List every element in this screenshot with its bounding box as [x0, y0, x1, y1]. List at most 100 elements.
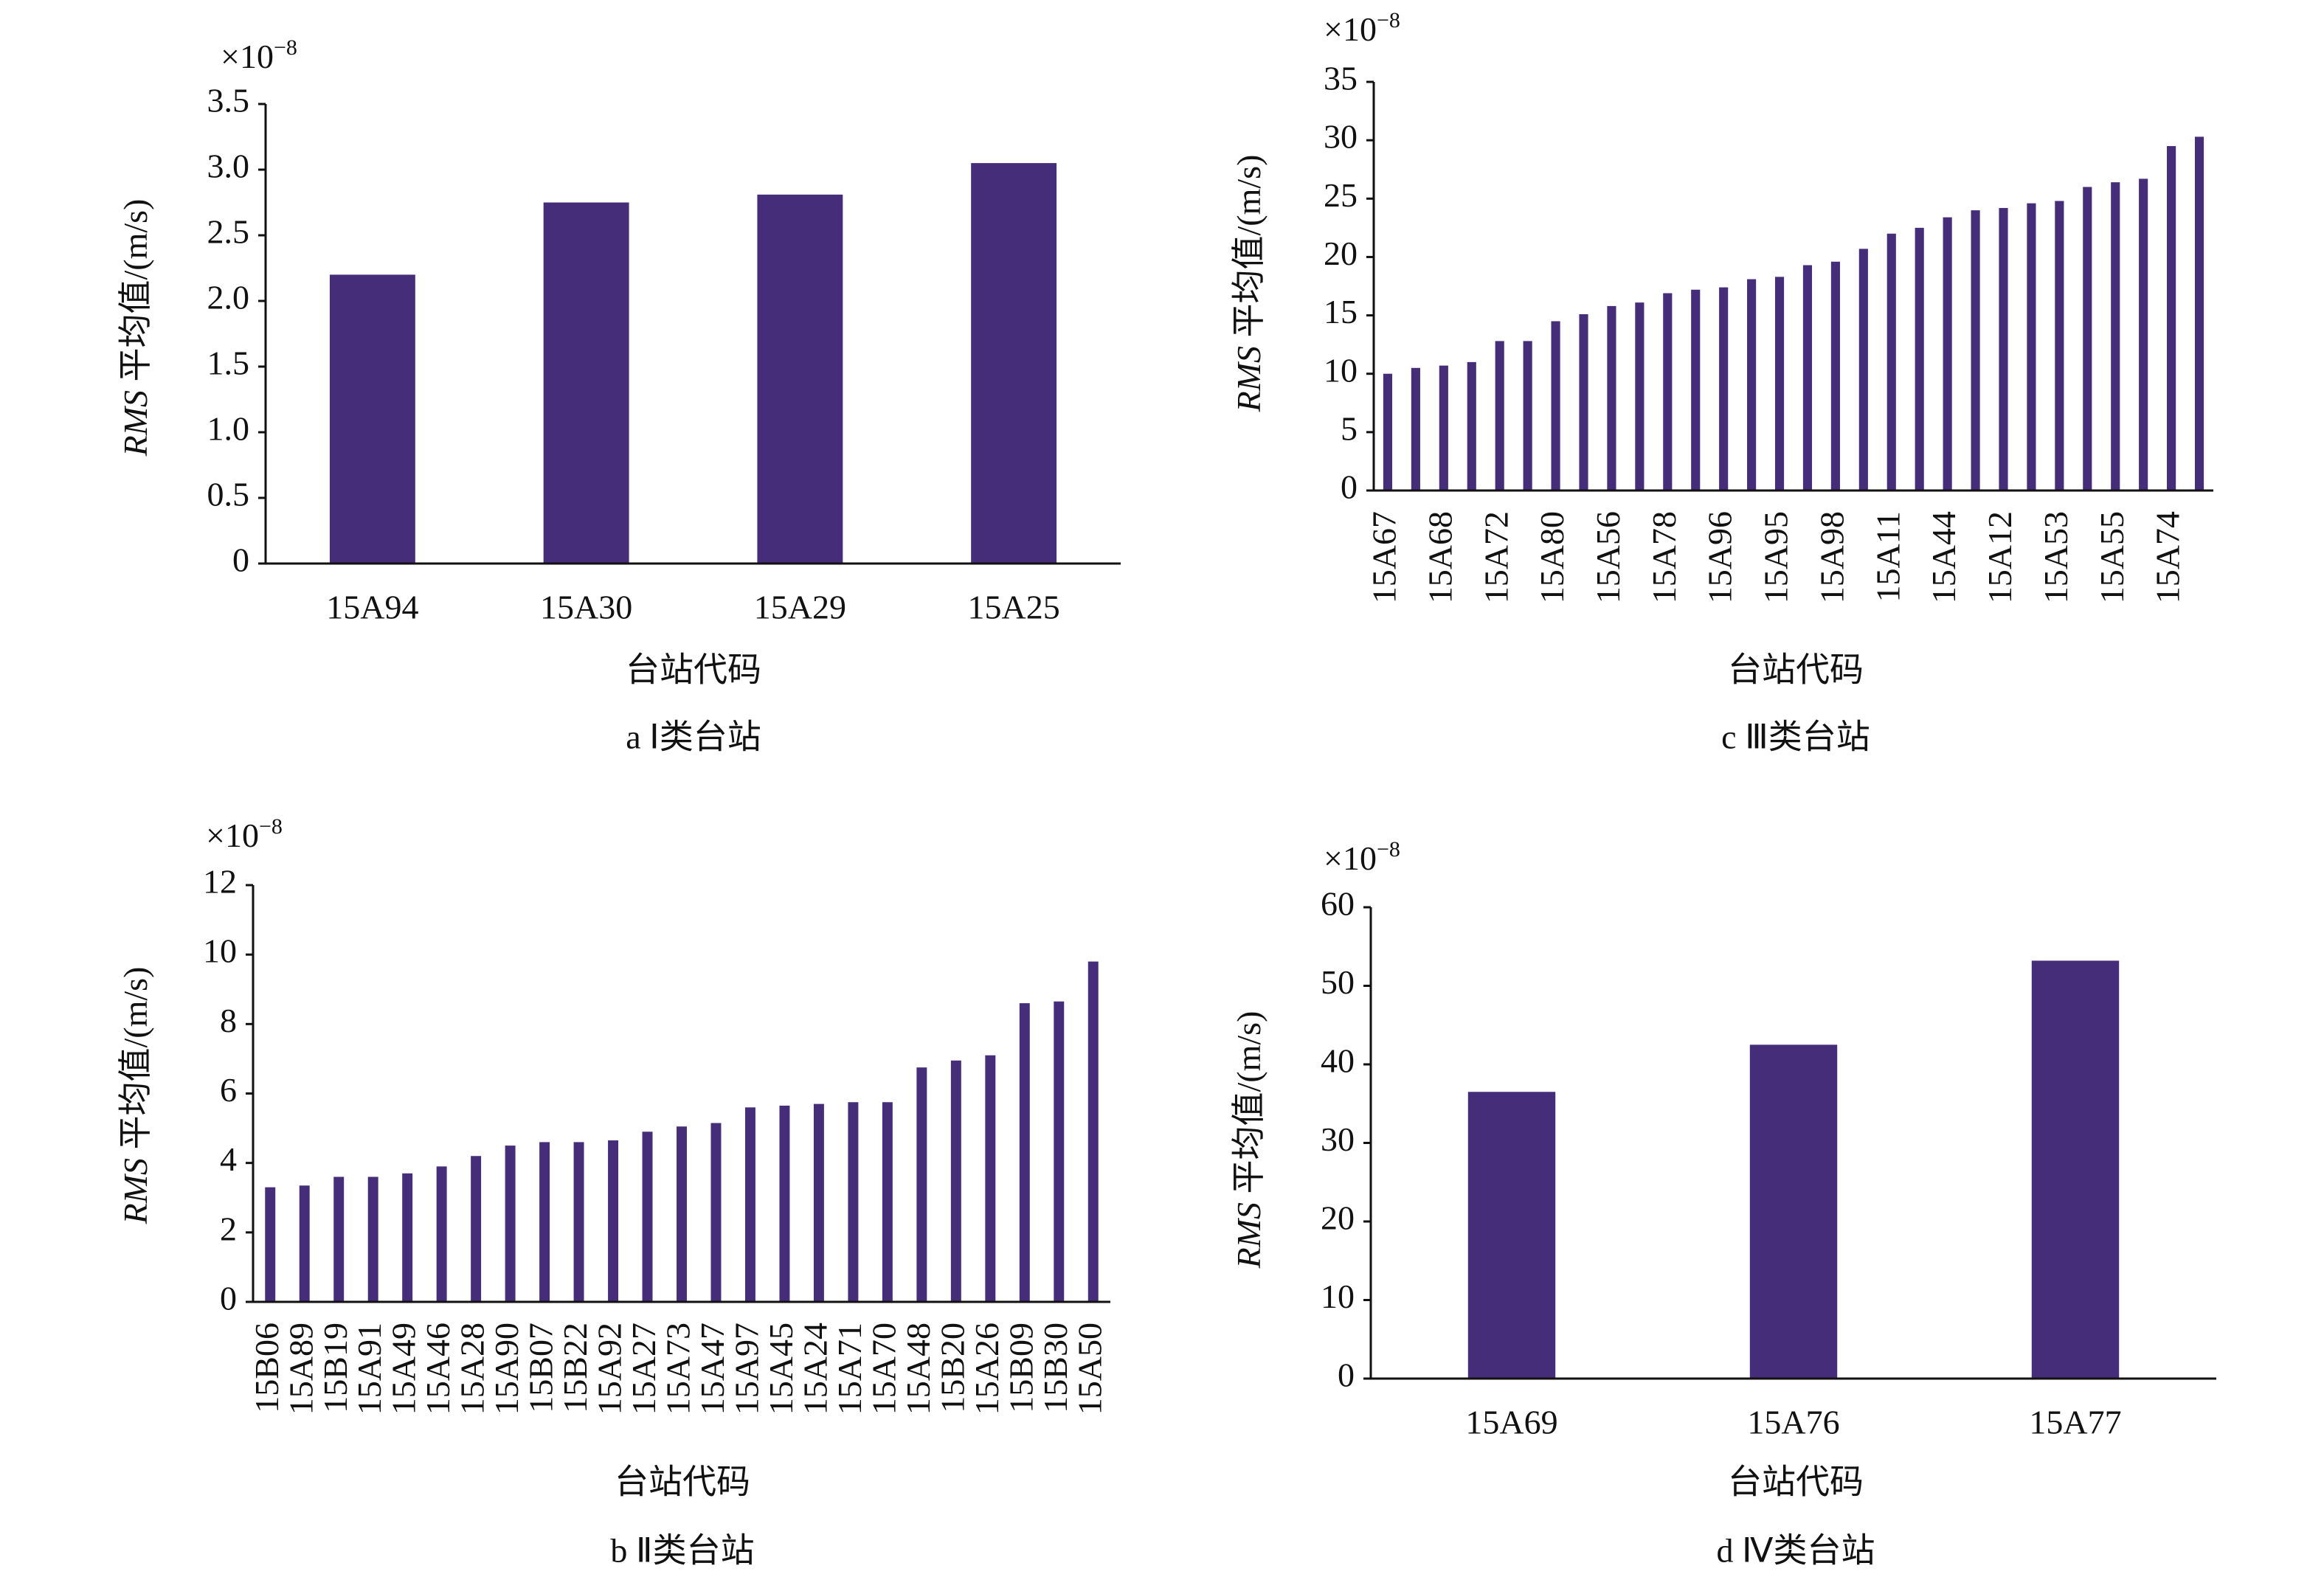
bar	[1467, 1092, 1556, 1379]
caption: b Ⅱ类台站	[610, 1532, 754, 1570]
y-tick-label: 12	[203, 863, 237, 901]
bar	[505, 1146, 516, 1302]
bar	[573, 1142, 584, 1302]
x-tick-label: 15A94	[326, 589, 418, 626]
scale-base: ×10	[221, 38, 274, 75]
bar	[2167, 146, 2176, 491]
x-tick-label: 15A72	[1477, 511, 1515, 603]
x-tick-label: 15A49	[385, 1323, 423, 1415]
bar	[971, 163, 1057, 564]
x-tick-label: 15A48	[899, 1323, 937, 1415]
y-tick-label: 0	[1338, 1356, 1355, 1394]
bar	[2139, 179, 2148, 491]
x-tick-label: 15A78	[1645, 511, 1683, 603]
scale-label: ×10−8	[221, 35, 297, 75]
x-tick-label: 15B30	[1037, 1323, 1074, 1413]
y-tick-label: 15	[1324, 293, 1358, 330]
scale-label: ×10−8	[1324, 8, 1400, 48]
caption: d Ⅳ类台站	[1717, 1532, 1875, 1570]
bar	[1495, 341, 1504, 491]
x-tick-label: 15A69	[1465, 1404, 1557, 1441]
bar	[1971, 210, 1980, 491]
bar	[950, 1060, 961, 1302]
bar	[1999, 207, 2008, 491]
bar	[1749, 1044, 1838, 1379]
x-tick-label: 15A29	[754, 589, 846, 626]
y-tick-label: 60	[1321, 885, 1355, 923]
y-tick-label: 2	[220, 1210, 237, 1247]
x-tick-label: 15A92	[591, 1323, 629, 1415]
x-tick-label: 15A77	[2029, 1404, 2121, 1441]
bar	[1774, 277, 1785, 491]
y-axis-label: RMS 平均值/(m/s)	[1230, 1011, 1268, 1269]
y-tick-label: 10	[1324, 351, 1358, 389]
y-tick-label: 30	[1324, 118, 1358, 156]
bar	[1719, 287, 1729, 491]
x-tick-label: 15A71	[831, 1323, 868, 1415]
y-tick-label: 35	[1324, 60, 1358, 97]
x-axis-label: 台站代码	[1728, 651, 1864, 689]
y-axis-label: RMS 平均值/(m/s)	[1230, 155, 1268, 413]
x-tick-label: 15A76	[1747, 1404, 1839, 1441]
caption: c Ⅲ类台站	[1721, 718, 1870, 756]
scale-exponent: −8	[274, 35, 297, 60]
y-tick-label: 6	[220, 1071, 237, 1109]
x-tick-label: 15B09	[1002, 1323, 1040, 1413]
bar	[1551, 321, 1560, 491]
y-axis-label-italic: RMS	[1230, 346, 1268, 412]
bar	[471, 1156, 482, 1302]
y-tick-label: 3.0	[207, 148, 250, 185]
x-tick-label: 15A55	[2093, 511, 2131, 603]
x-tick-label: 15A28	[454, 1323, 491, 1415]
y-axis-label-italic: RMS	[1230, 1202, 1268, 1269]
y-tick-label: 40	[1321, 1042, 1355, 1080]
x-tick-label: 15A91	[350, 1323, 388, 1415]
y-tick-label: 1.0	[207, 410, 250, 448]
x-tick-label: 15B20	[933, 1323, 971, 1413]
y-tick-label: 20	[1321, 1199, 1355, 1237]
bar	[744, 1107, 755, 1302]
bar	[710, 1123, 722, 1302]
scale-base: ×10	[1324, 10, 1377, 48]
y-axis-label-italic: RMS	[117, 390, 154, 457]
x-tick-label: 15A70	[865, 1323, 902, 1415]
y-tick-label: 4	[220, 1140, 237, 1178]
x-tick-label: 15A90	[488, 1323, 525, 1415]
x-tick-label: 15A96	[1701, 511, 1739, 603]
bar	[642, 1131, 653, 1302]
bar	[882, 1102, 893, 1302]
x-tick-label: 15A53	[2037, 511, 2075, 603]
y-tick-label: 30	[1321, 1120, 1355, 1158]
x-tick-label: 15A89	[282, 1323, 319, 1415]
y-tick-label: 3.5	[207, 82, 250, 119]
scale-label: ×10−8	[1324, 837, 1400, 877]
bar	[1915, 227, 1924, 491]
bar	[1858, 249, 1868, 491]
x-tick-label: 15A68	[1421, 511, 1459, 603]
bar	[1663, 293, 1673, 491]
scale-base: ×10	[1324, 839, 1377, 877]
scale-label: ×10−8	[206, 814, 283, 854]
bar	[333, 1176, 345, 1302]
y-tick-label: 25	[1324, 176, 1358, 214]
bar	[1607, 305, 1616, 491]
x-tick-label: 15A95	[1757, 511, 1795, 603]
bar	[1087, 961, 1099, 1302]
x-axis-label: 台站代码	[626, 651, 761, 689]
y-tick-label: 50	[1321, 963, 1355, 1001]
x-tick-label: 15A67	[1366, 511, 1403, 603]
y-axis-label: RMS 平均值/(m/s)	[117, 199, 154, 457]
x-tick-label: 15A98	[1813, 511, 1850, 603]
bar	[299, 1185, 310, 1302]
y-axis-label-text: 平均值/(m/s)	[1230, 1011, 1268, 1202]
x-tick-label: 15A24	[796, 1323, 834, 1415]
bar	[265, 1187, 276, 1302]
x-tick-label: 15B22	[556, 1323, 594, 1413]
bar	[1943, 217, 1952, 491]
scale-exponent: −8	[259, 814, 283, 839]
y-tick-label: 2.0	[207, 279, 250, 316]
bar	[2027, 203, 2036, 491]
x-tick-label: 15A26	[968, 1323, 1006, 1415]
y-tick-label: 5	[1341, 409, 1358, 447]
